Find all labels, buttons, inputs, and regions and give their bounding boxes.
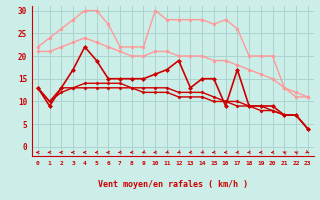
X-axis label: Vent moyen/en rafales ( km/h ): Vent moyen/en rafales ( km/h ) [98, 180, 248, 189]
